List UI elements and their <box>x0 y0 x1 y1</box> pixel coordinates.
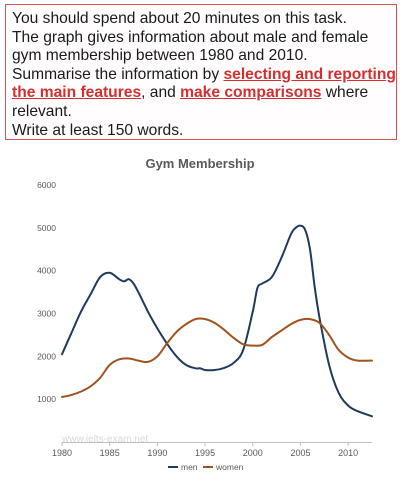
x-axis: 1980 1985 1990 1995 2000 2005 2010 <box>52 442 372 458</box>
summarise-suffix: where relevant. <box>12 84 369 120</box>
legend-label-men: men <box>181 462 198 472</box>
y-tick-label: 6000 <box>37 180 56 190</box>
series-line-women <box>61 317 373 398</box>
y-tick-label: 2000 <box>37 351 56 361</box>
y-tick-label: 1000 <box>37 394 56 404</box>
x-tick-label: 1990 <box>147 448 167 458</box>
x-tick-label: 1995 <box>195 448 215 458</box>
emphasis-comparisons: make comparisons <box>180 84 322 102</box>
task-line-summarise: Summarise the information by selecting a… <box>12 66 396 122</box>
y-axis: 1000 2000 3000 4000 5000 6000 <box>37 180 56 404</box>
series-layer <box>61 224 373 418</box>
x-tick-label: 1985 <box>100 448 120 458</box>
watermark: www.ielts-exam.net <box>62 434 149 445</box>
chart-svg: Gym Membership 100020003000400050006000 … <box>37 156 373 472</box>
series-line-men <box>61 224 373 418</box>
y-tick-label: 4000 <box>37 266 56 276</box>
summarise-mid: , and <box>141 84 181 102</box>
x-tick-label: 1980 <box>52 448 72 458</box>
gym-membership-chart: Gym Membership 1000 2000 3000 4000 5000 6000 … <box>0 142 405 481</box>
legend: men women <box>168 462 244 472</box>
x-tick-label: 2005 <box>290 448 310 458</box>
x-tick-label: 2000 <box>243 448 263 458</box>
chart-title: Gym Membership <box>145 156 254 171</box>
task-line-description: The graph gives information about male a… <box>12 28 369 65</box>
x-tick-label: 2010 <box>338 448 358 458</box>
y-tick-label: 3000 <box>37 309 56 319</box>
emphasis-main-features: selecting and reporting the main feature… <box>12 65 396 102</box>
task-instructions: You should spend about 20 minutes on thi… <box>5 4 397 140</box>
y-tick-label: 5000 <box>37 223 56 233</box>
task-line-time: You should spend about 20 minutes on thi… <box>12 10 347 27</box>
legend-label-women: women <box>215 462 244 472</box>
task-line-word-count: Write at least 150 words. <box>12 121 184 139</box>
summarise-prefix: Summarise the information by <box>12 65 224 83</box>
